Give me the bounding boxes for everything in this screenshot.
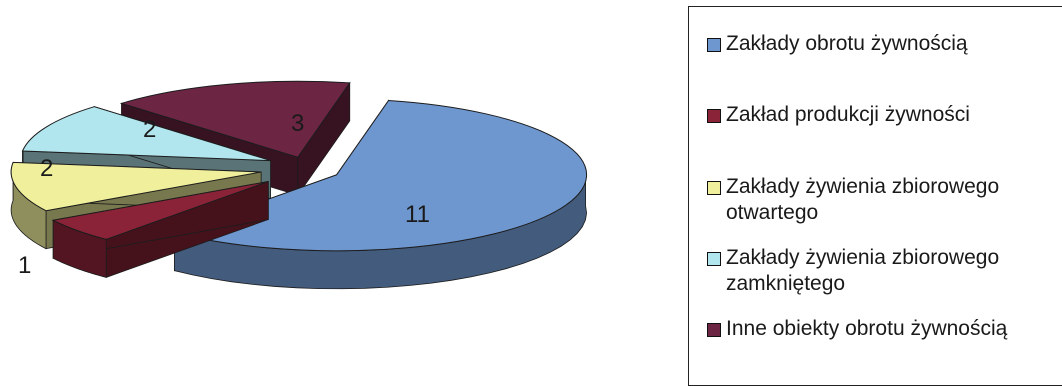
pie-data-label-0: 11: [405, 201, 430, 228]
pie-data-label-3: 2: [143, 116, 156, 143]
pie-data-label-2: 2: [40, 155, 53, 182]
legend-swatch-inne-obiekty: [707, 323, 721, 337]
legend-label-inne-obiekty: Inne obiekty obrotu żywnością: [726, 317, 1008, 340]
legend-item-zywienie-zamkniete: Zakłady żywienia zbiorowego zamkniętego: [707, 245, 999, 297]
legend-item-zaklady-obrotu: Zakłady obrotu żywnością: [707, 31, 968, 57]
pie-data-label-4: 3: [291, 110, 304, 137]
pie-slice-top-2: [10, 161, 262, 212]
legend-swatch-zywienie-otwarte: [707, 181, 721, 195]
legend-label-zywienie-zamkniete: Zakłady żywienia zbiorowego zamkniętego: [726, 246, 1000, 295]
legend-label-zywienie-otwarte: Zakłady żywienia zbiorowego otwartego: [726, 175, 1000, 224]
legend-swatch-zaklad-produkcji: [707, 109, 721, 123]
pie-slice-top-0: [172, 99, 588, 252]
legend-swatch-zywienie-zamkniete: [707, 252, 721, 266]
legend-item-zywienie-otwarte: Zakłady żywienia zbiorowego otwartego: [707, 174, 999, 226]
pie-data-label-1: 1: [18, 252, 31, 279]
chart-legend: Zakłady obrotu żywnością Zakład produkcj…: [688, 6, 1062, 386]
pie-slice-top-4: [119, 80, 351, 158]
pie-slice-top-3: [21, 106, 271, 162]
legend-item-zaklad-produkcji: Zakład produkcji żywności: [707, 102, 970, 128]
legend-label-zaklady-obrotu: Zakłady obrotu żywnością: [726, 32, 968, 55]
legend-item-inne-obiekty: Inne obiekty obrotu żywnością: [707, 316, 1007, 342]
pie-slice-top-1: [51, 181, 269, 240]
pie-slice-1: [51, 180, 269, 278]
legend-label-zaklad-produkcji: Zakład produkcji żywności: [726, 103, 970, 126]
pie-chart: 11 1 2 2 3: [10, 80, 588, 290]
legend-swatch-zaklady-obrotu: [707, 38, 721, 52]
